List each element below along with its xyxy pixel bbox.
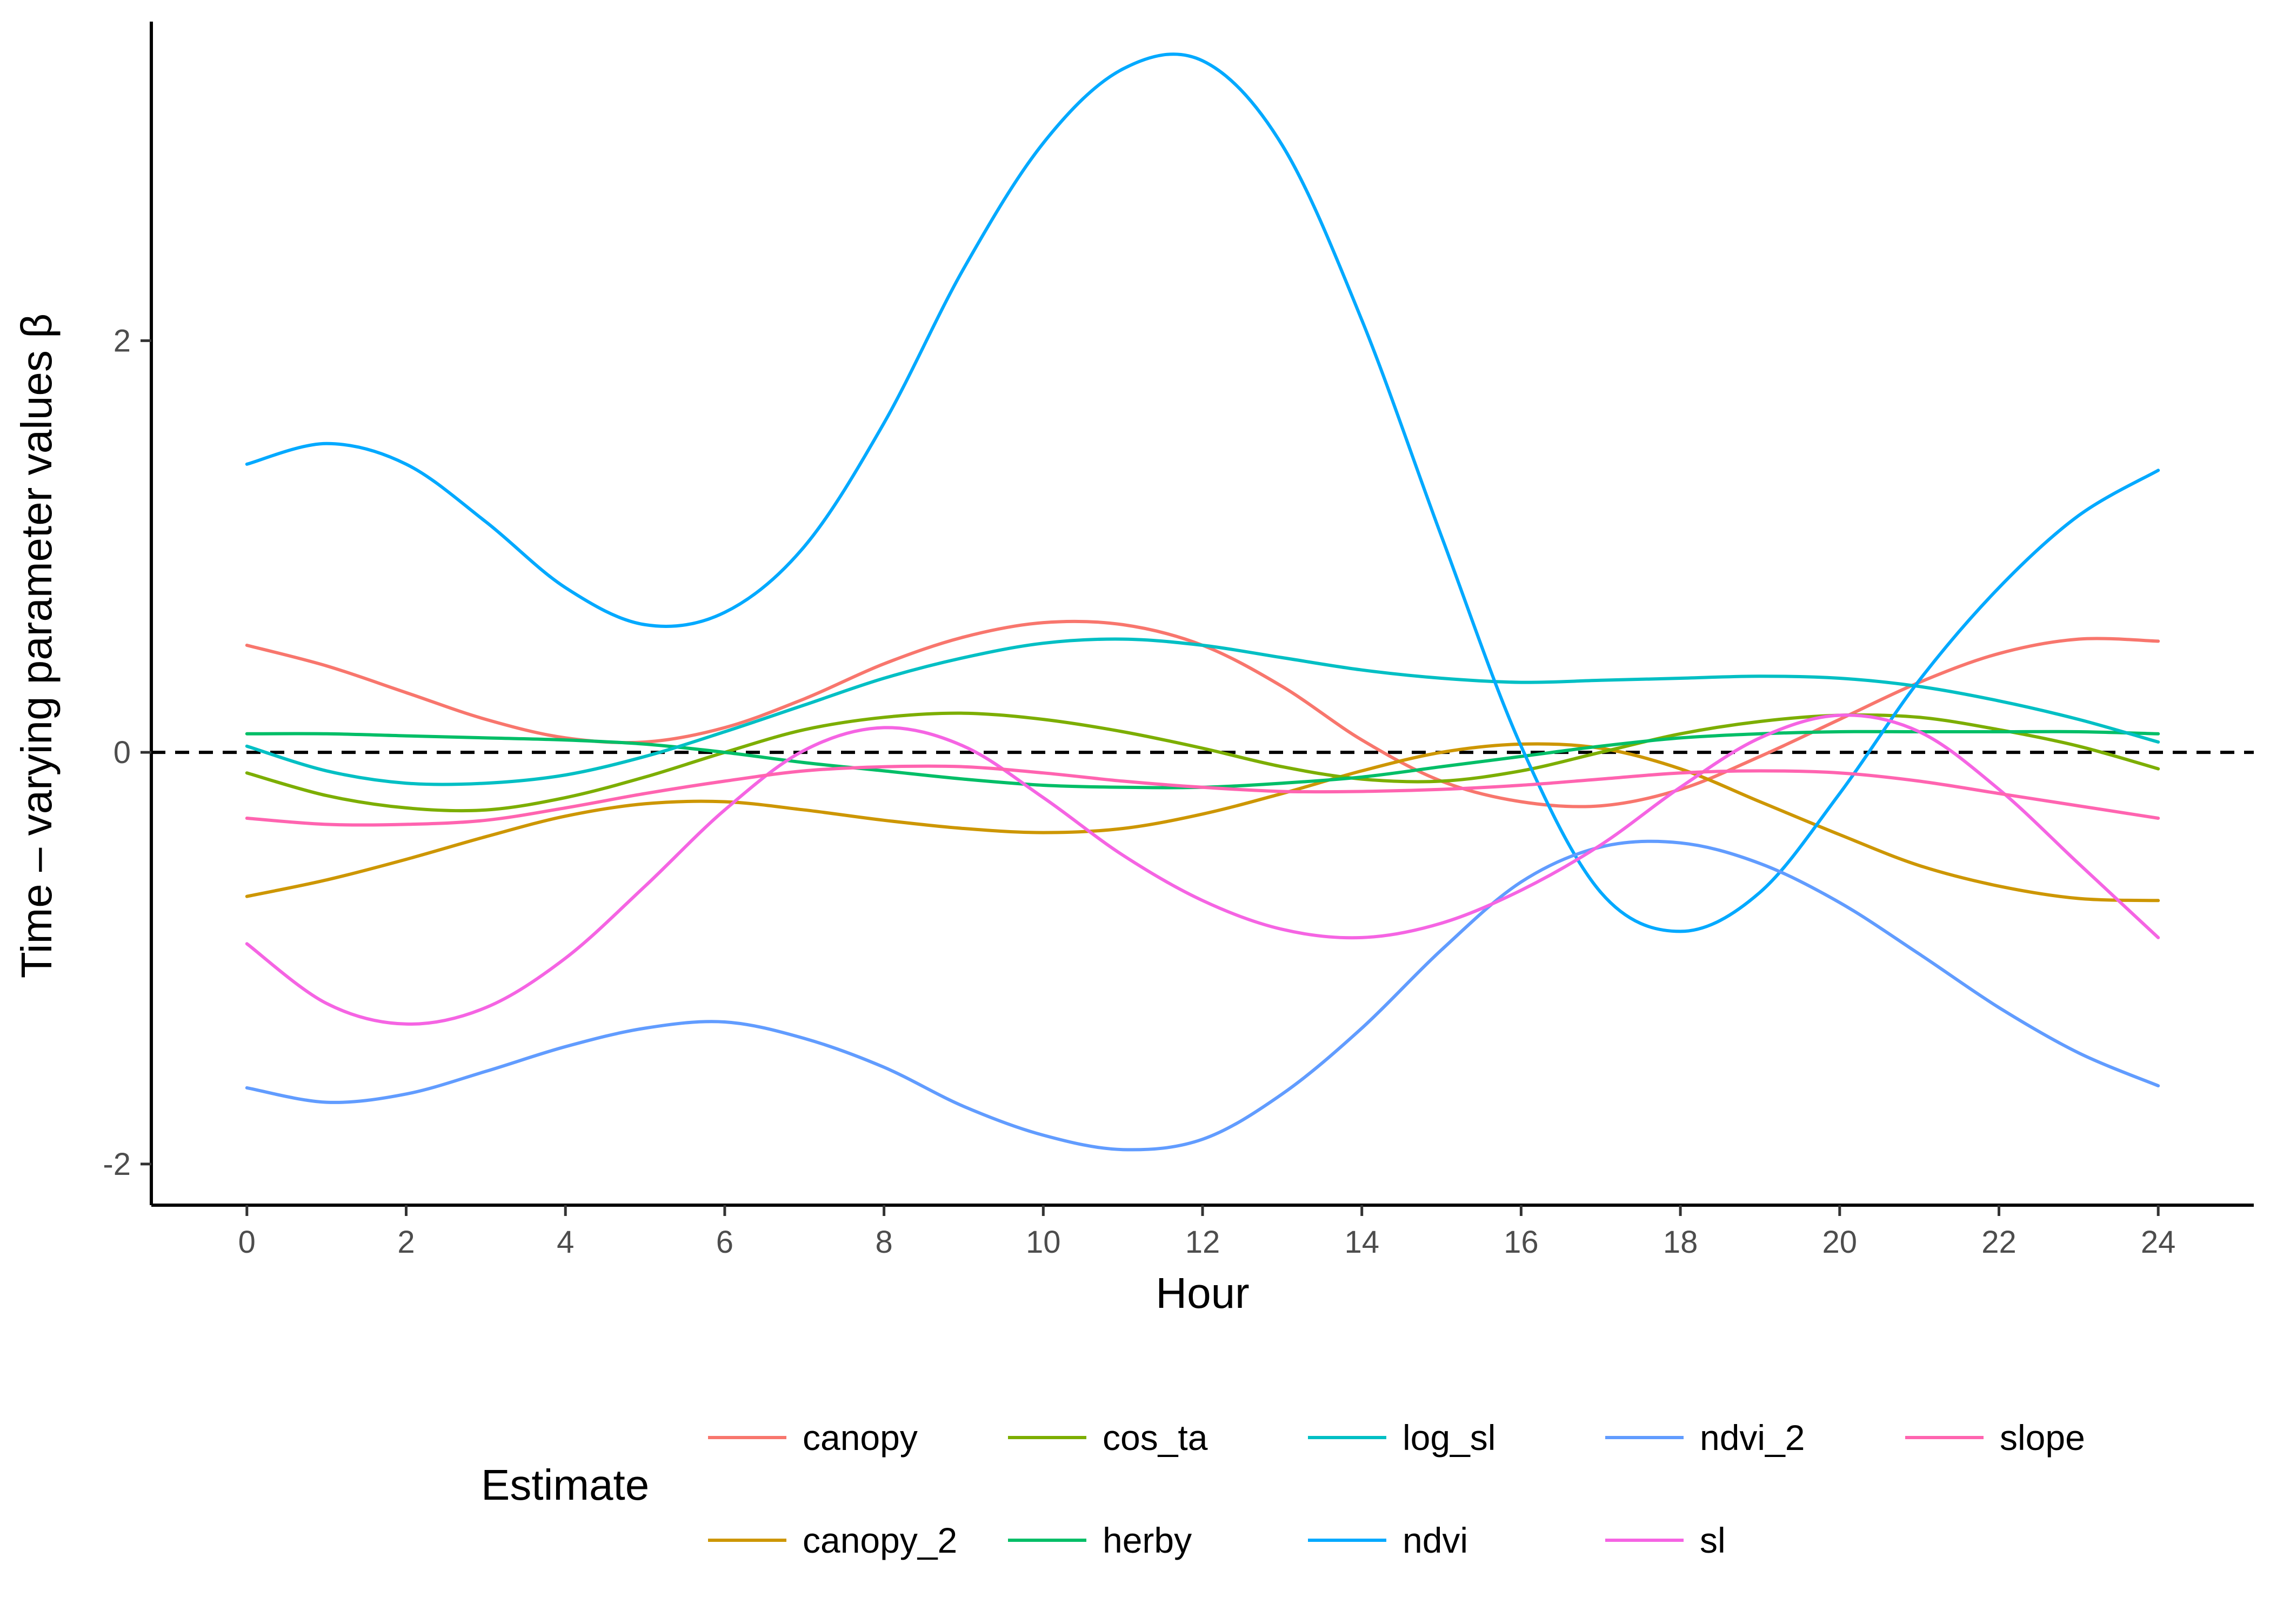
y-tick-label: 0 (114, 735, 131, 770)
legend-label-sl: sl (1700, 1520, 1726, 1560)
series-line-sl (245, 713, 2160, 1026)
x-tick-label: 20 (1822, 1225, 1858, 1260)
x-tick-label: 8 (875, 1225, 892, 1260)
series-line-log_sl (245, 637, 2160, 786)
x-tick-label: 22 (1981, 1225, 2017, 1260)
series-line-ndvi_2 (245, 839, 2160, 1152)
legend-label-cos_ta: cos_ta (1103, 1418, 1208, 1458)
x-tick-label: 6 (716, 1225, 733, 1260)
series-line-ndvi (245, 52, 2160, 933)
series-line-slope (245, 764, 2160, 827)
x-tick-label: 14 (1344, 1225, 1379, 1260)
y-tick-label: -2 (103, 1147, 131, 1182)
legend-label-ndvi: ndvi (1403, 1520, 1468, 1560)
x-tick-label: 16 (1504, 1225, 1539, 1260)
legend-label-herby: herby (1103, 1520, 1192, 1560)
x-tick-label: 2 (397, 1225, 415, 1260)
series-lines (245, 52, 2160, 1152)
series-line-cos_ta (245, 711, 2160, 813)
x-tick-label: 10 (1026, 1225, 1061, 1260)
x-tick-label: 18 (1663, 1225, 1698, 1260)
legend-title: Estimate (481, 1461, 649, 1509)
axis-ticks: 0 2 4 6 8 10 12 14 16 18 20 22 24-202 (103, 323, 2175, 1260)
legend-label-canopy: canopy (803, 1418, 918, 1458)
plot-area (151, 52, 2254, 1152)
legend-label-slope: slope (2000, 1418, 2085, 1458)
x-tick-label: 24 (2141, 1225, 2176, 1260)
y-axis-title: Time – varying parameter values β (12, 313, 61, 978)
legend-label-log_sl: log_sl (1403, 1418, 1495, 1458)
legend-label-canopy_2: canopy_2 (803, 1520, 957, 1560)
axes (150, 22, 2254, 1207)
series-line-canopy_2 (245, 742, 2160, 903)
y-tick-label: 2 (114, 323, 131, 358)
x-tick-label: 4 (557, 1225, 574, 1260)
x-tick-label: 12 (1185, 1225, 1220, 1260)
x-axis-title: Hour (1156, 1269, 1249, 1317)
legend-label-ndvi_2: ndvi_2 (1700, 1418, 1805, 1458)
x-tick-label: 0 (238, 1225, 256, 1260)
